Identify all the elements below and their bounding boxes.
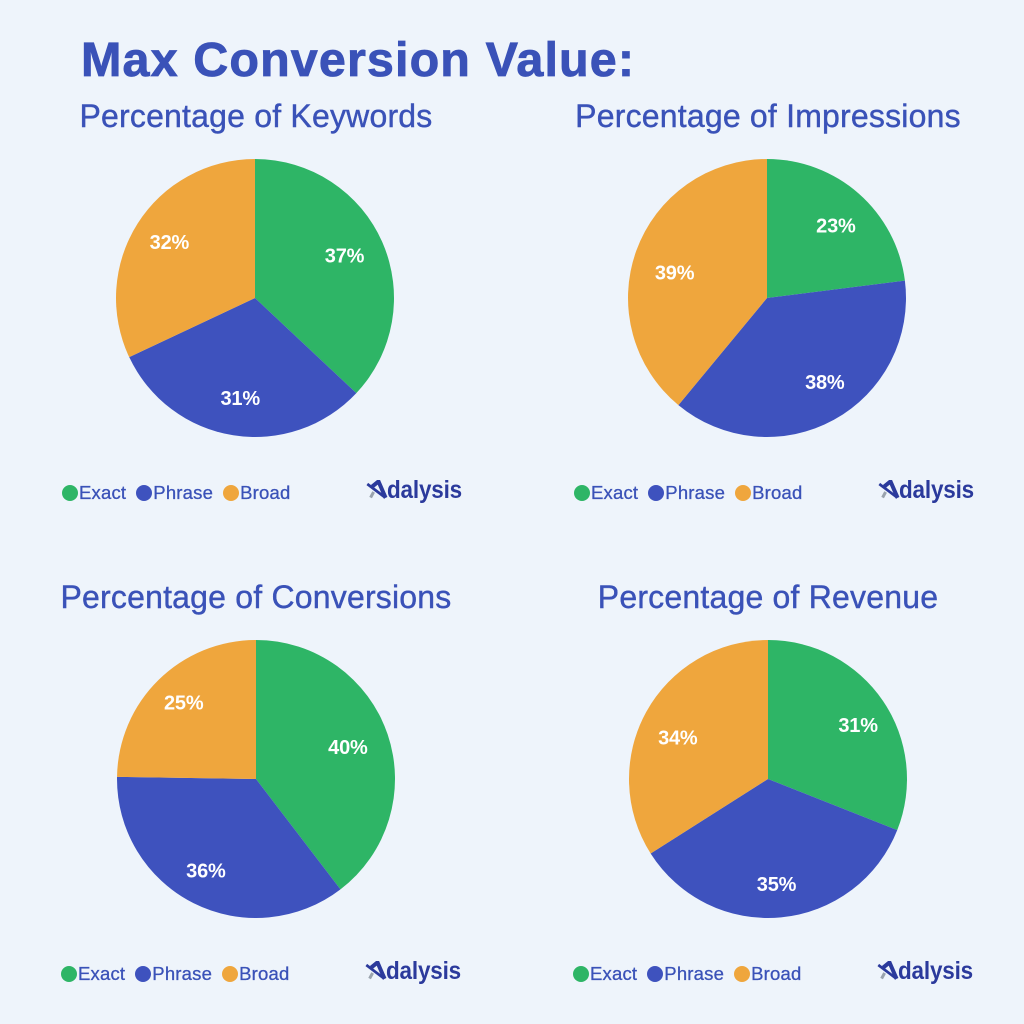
svg-text:dalysis: dalysis — [899, 480, 974, 504]
svg-text:37%: 37% — [325, 245, 365, 267]
svg-text:38%: 38% — [805, 372, 845, 394]
svg-text:dalysis: dalysis — [898, 961, 973, 985]
svg-text:39%: 39% — [655, 263, 695, 285]
svg-text:35%: 35% — [756, 874, 796, 896]
svg-text:31%: 31% — [838, 714, 878, 736]
svg-text:40%: 40% — [328, 736, 368, 758]
svg-text:dalysis: dalysis — [387, 480, 462, 504]
svg-text:23%: 23% — [816, 216, 856, 238]
svg-text:36%: 36% — [186, 860, 226, 882]
svg-text:dalysis: dalysis — [386, 961, 461, 985]
svg-text:34%: 34% — [658, 727, 698, 749]
svg-text:32%: 32% — [150, 232, 190, 254]
svg-text:25%: 25% — [163, 692, 203, 714]
svg-text:31%: 31% — [220, 388, 260, 410]
